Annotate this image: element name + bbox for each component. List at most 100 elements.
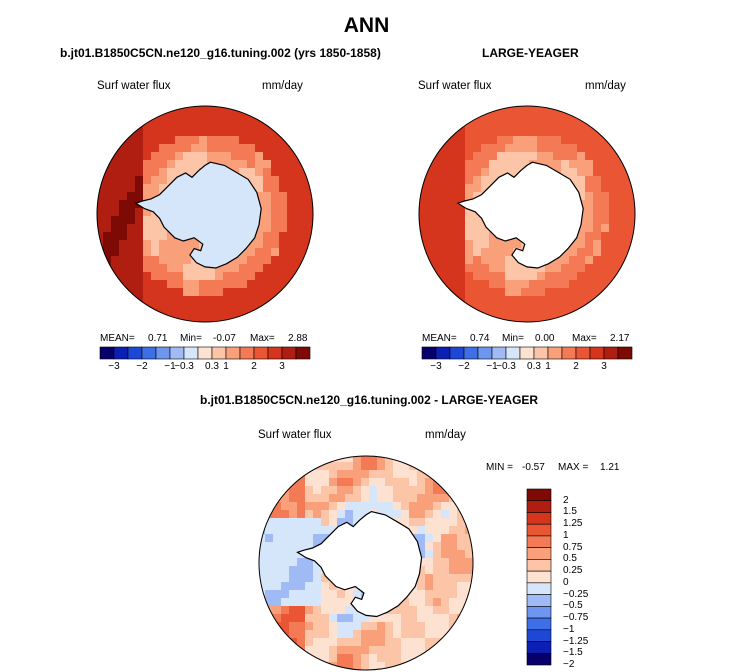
field-cell: [561, 264, 570, 273]
field-cell: [449, 630, 458, 639]
field-cell: [417, 638, 426, 647]
field-cell: [489, 120, 498, 129]
field-cell: [183, 168, 192, 177]
field-cell: [271, 224, 280, 233]
field-cell: [191, 106, 200, 113]
field-cell: [449, 582, 458, 591]
field-cell: [159, 128, 168, 137]
field-cell: [601, 168, 610, 177]
field-cell: [497, 288, 506, 297]
field-cell: [337, 518, 346, 527]
colorbar-swatch: [526, 523, 552, 537]
field-cell: [433, 582, 442, 591]
field-cell: [321, 654, 330, 663]
field-cell: [425, 518, 434, 527]
field-cell: [191, 136, 200, 145]
field-cell: [409, 654, 418, 663]
field-cell: [337, 638, 346, 647]
field-cell: [143, 160, 152, 169]
field-cell: [191, 168, 200, 177]
field-cell: [337, 486, 346, 495]
field-cell: [593, 264, 602, 273]
field-cell: [419, 192, 426, 201]
field-cell: [441, 168, 450, 177]
field-cell: [585, 200, 594, 209]
field-cell: [345, 590, 354, 599]
field-cell: [377, 478, 386, 487]
field-cell: [417, 518, 426, 527]
field-cell: [247, 240, 256, 249]
field-cell: [255, 224, 264, 233]
field-cell: [441, 606, 450, 615]
field-cell: [167, 176, 176, 185]
field-cell: [231, 112, 240, 121]
field-cell: [401, 654, 410, 663]
field-cell: [183, 106, 192, 113]
field-cell: [457, 160, 466, 169]
field-cell: [167, 272, 176, 281]
field-cell: [239, 248, 248, 257]
field-cell: [409, 646, 418, 655]
field-cell: [279, 280, 288, 289]
field-cell: [263, 216, 272, 225]
field-cell: [305, 598, 314, 607]
field-cell: [313, 606, 322, 615]
field-cell: [271, 184, 280, 193]
field-cell: [481, 184, 490, 193]
field-cell: [287, 224, 296, 233]
field-cell: [433, 200, 442, 209]
field-cell: [111, 224, 120, 233]
field-cell: [103, 240, 112, 249]
field-cell: [457, 168, 466, 177]
field-cell: [255, 232, 264, 241]
field-cell: [417, 510, 426, 519]
field-cell: [231, 120, 240, 129]
field-cell: [577, 272, 586, 281]
field-cell: [183, 280, 192, 289]
field-cell: [473, 240, 482, 249]
field-cell: [337, 502, 346, 511]
field-cell: [529, 264, 538, 273]
field-cell: [279, 232, 288, 241]
field-cell: [465, 160, 474, 169]
field-cell: [287, 176, 296, 185]
field-cell: [151, 304, 160, 313]
field-cell: [321, 510, 330, 519]
field-cell: [119, 160, 128, 169]
field-cell: [593, 296, 602, 305]
field-cell: [425, 542, 434, 551]
colorbar-swatch: [463, 346, 479, 360]
field-cell: [295, 192, 304, 201]
field-cell: [143, 296, 152, 305]
field-cell: [449, 136, 458, 145]
field-cell: [143, 168, 152, 177]
field-cell: [417, 630, 426, 639]
field-cell: [385, 614, 394, 623]
field-cell: [175, 128, 184, 137]
field-cell: [465, 256, 474, 265]
field-cell: [295, 176, 304, 185]
field-cell: [409, 494, 418, 503]
field-cell: [199, 136, 208, 145]
field-cell: [361, 638, 370, 647]
field-cell: [127, 152, 136, 161]
field-cell: [361, 502, 370, 511]
field-cell: [175, 168, 184, 177]
field-cell: [625, 224, 634, 233]
field-cell: [263, 272, 272, 281]
field-cell: [289, 614, 298, 623]
field-cell: [265, 550, 274, 559]
field-cell: [601, 280, 610, 289]
colorbar-tick-label: −1.25: [563, 635, 589, 647]
field-cell: [425, 192, 434, 201]
field-cell: [207, 296, 216, 305]
field-cell: [521, 264, 530, 273]
field-cell: [419, 224, 426, 233]
field-cell: [329, 526, 338, 535]
field-cell: [489, 304, 498, 313]
field-cell: [199, 152, 208, 161]
field-cell: [159, 304, 168, 313]
field-cell: [569, 176, 578, 185]
field-cell: [305, 542, 314, 551]
field-cell: [529, 296, 538, 305]
